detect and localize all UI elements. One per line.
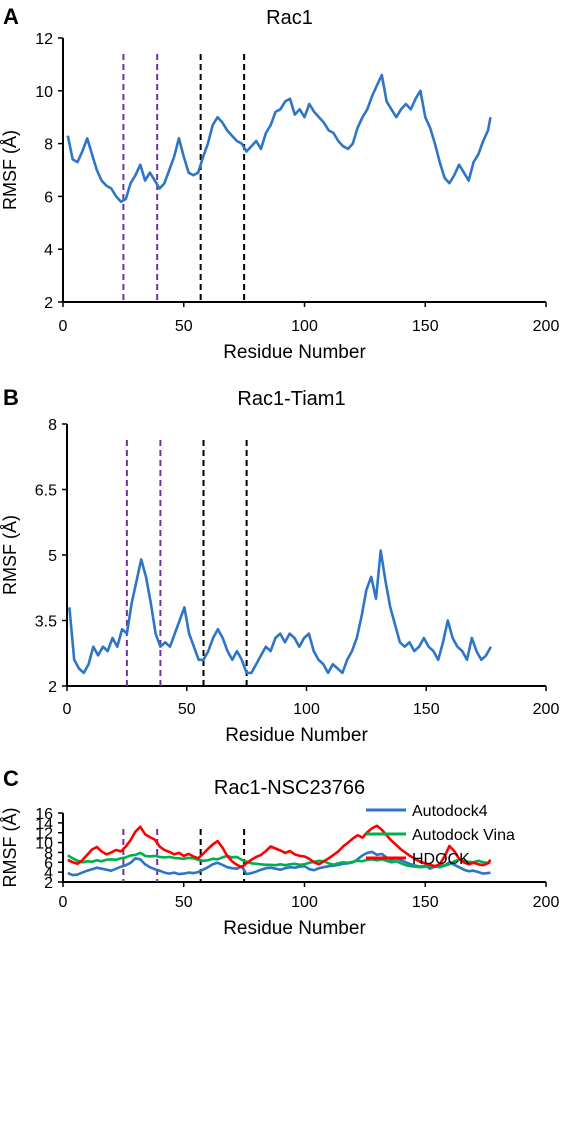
- y-axis-label: RMSF (Å): [0, 515, 20, 595]
- chart-title: Rac1-Tiam1: [237, 388, 345, 410]
- legend-label: Autodock Vina: [412, 827, 515, 844]
- y-tick-label: 4: [44, 865, 53, 882]
- legend-label: Autodock4: [412, 803, 488, 820]
- x-tick-label: 150: [412, 894, 439, 911]
- series-line-rmsf: [68, 549, 493, 675]
- x-tick-label: 0: [59, 894, 68, 911]
- y-tick-label: 5: [48, 548, 57, 565]
- x-tick-label: 200: [533, 318, 560, 335]
- x-tick-label: 200: [533, 701, 560, 718]
- x-tick-label: 150: [413, 701, 440, 718]
- y-tick-label: 16: [35, 806, 53, 823]
- x-tick-label: 50: [175, 318, 193, 335]
- x-tick-label: 0: [63, 701, 72, 718]
- panel-letter: A: [3, 4, 19, 29]
- panel-letter: C: [3, 766, 19, 791]
- y-tick-label: 10: [35, 836, 53, 853]
- x-tick-label: 200: [533, 894, 560, 911]
- x-tick-label: 150: [412, 318, 439, 335]
- series-line-rmsf: [66, 73, 492, 203]
- x-tick-label: 100: [291, 318, 318, 335]
- chart-title: Rac1: [266, 7, 313, 29]
- x-axis-label: Residue Number: [225, 725, 368, 746]
- y-tick-label: 2: [44, 295, 53, 312]
- y-tick-label: 4: [44, 242, 53, 259]
- x-tick-label: 50: [178, 701, 196, 718]
- x-tick-label: 100: [291, 894, 318, 911]
- y-tick-label: 2: [48, 679, 57, 696]
- x-tick-label: 0: [59, 318, 68, 335]
- y-axis-label: RMSF (Å): [0, 130, 20, 210]
- y-tick-label: 8: [44, 845, 53, 862]
- chart-panel-b: B Rac1-Tiam1 2 3.5 5 6.5 8 0 50 100 150 200 Residue …: [0, 385, 559, 746]
- x-tick-label: 50: [175, 894, 193, 911]
- legend-label: HDOCK: [412, 851, 470, 868]
- x-axis-label: Residue Number: [223, 342, 366, 363]
- y-tick-label: 6.5: [35, 483, 57, 500]
- x-tick-label: 100: [293, 701, 320, 718]
- y-tick-label: 8: [44, 137, 53, 154]
- x-axis-label: Residue Number: [223, 918, 366, 939]
- panel-letter: B: [3, 385, 19, 410]
- y-tick-label: 3.5: [35, 614, 57, 631]
- chart-title: Rac1-NSC23766: [214, 777, 365, 799]
- y-tick-label: 6: [44, 855, 53, 872]
- y-tick-label: 12: [35, 31, 53, 48]
- series-line-hdock: [67, 824, 492, 869]
- y-axis-label: RMSF (Å): [0, 808, 20, 888]
- chart-panel-a: A Rac1 2 4 6 8 10 12 0 50 100 150 200 Residue Number R…: [0, 4, 559, 363]
- y-tick-label: 2: [44, 875, 53, 892]
- chart-legend: Autodock4 Autodock Vina HDOCK: [366, 803, 515, 868]
- y-tick-label: 12: [35, 826, 53, 843]
- y-tick-label: 14: [35, 816, 53, 833]
- y-tick-label: 6: [44, 189, 53, 206]
- y-tick-label: 10: [35, 84, 53, 101]
- series-line-autodock-vina: [67, 851, 491, 869]
- y-tick-label: 8: [48, 417, 57, 434]
